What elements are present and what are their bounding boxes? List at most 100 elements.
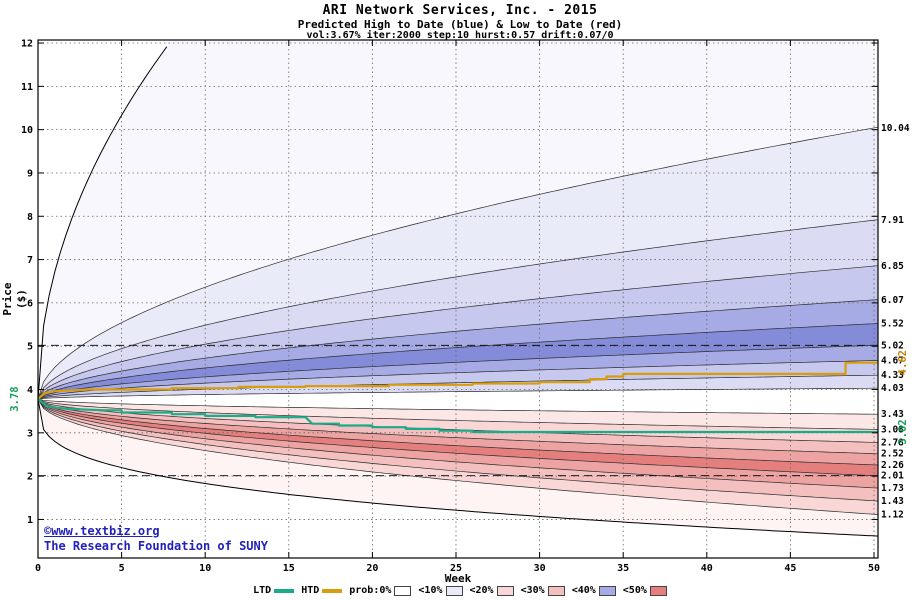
band-boundary-lines — [37, 46, 879, 537]
band-value-label: 6.07 — [881, 295, 904, 306]
probability-band — [38, 323, 878, 399]
band-value-label: 6.85 — [881, 261, 904, 272]
band-boundary — [37, 398, 879, 455]
x-tick-label: 10 — [199, 563, 211, 574]
probability-band — [38, 399, 878, 537]
band-boundary — [37, 398, 879, 466]
band-boundary — [37, 360, 879, 400]
band-boundary — [37, 374, 879, 400]
x-tick-label: 40 — [701, 563, 713, 574]
band-boundary — [37, 299, 879, 400]
legend-label: <40% — [571, 585, 596, 596]
plot-border — [37, 39, 879, 559]
y-tick-label: 8 — [27, 212, 33, 223]
legend-swatch — [445, 585, 463, 596]
band-value-label: 1.43 — [881, 496, 904, 507]
y-tick-label: 11 — [21, 82, 33, 93]
band-value-label: 4.67 — [881, 356, 904, 367]
band-boundary — [37, 219, 879, 400]
band-boundary — [37, 387, 878, 400]
band-value-label: 4.03 — [881, 383, 904, 394]
legend-swatch — [274, 588, 295, 593]
probability-band — [38, 265, 878, 399]
legend-label: <50% — [622, 585, 647, 596]
legend-label: <10% — [418, 585, 443, 596]
probability-band — [38, 399, 878, 476]
x-tick-label: 15 — [283, 563, 295, 574]
y-tick-label: 6 — [27, 298, 33, 309]
y-tick-label: 2 — [27, 472, 33, 483]
probability-band — [38, 375, 878, 399]
band-boundary — [37, 126, 879, 400]
x-tick-label: 45 — [784, 563, 796, 574]
band-boundary — [37, 344, 879, 400]
legend-label: <20% — [469, 585, 494, 596]
x-tick-label: 50 — [868, 563, 880, 574]
legend-label: LTD — [253, 585, 272, 596]
legend-swatch — [496, 585, 514, 596]
band-value-label: 4.33 — [881, 370, 904, 381]
legend-item-htd: HTD — [301, 585, 343, 596]
htd-final-marker: 4.62 — [897, 350, 909, 375]
band-boundary — [37, 398, 879, 489]
watermark-org: The Research Foundation of SUNY — [44, 539, 268, 553]
x-tick-label: 35 — [617, 563, 629, 574]
watermark-link[interactable]: ©www.textbiz.org — [44, 524, 160, 538]
y-tick-label: 5 — [27, 342, 33, 353]
legend-label: HTD — [301, 585, 320, 596]
y-tick-label: 9 — [27, 168, 33, 179]
probability-band — [38, 360, 878, 399]
band-boundary — [37, 398, 879, 477]
band-boundary — [37, 398, 879, 430]
band-boundary — [37, 398, 879, 515]
ltd-line — [37, 398, 878, 434]
probability-band — [38, 299, 878, 399]
x-tick-label: 25 — [450, 563, 462, 574]
probability-band — [38, 399, 878, 515]
band-boundary — [37, 398, 878, 415]
x-tick-label: 30 — [534, 563, 546, 574]
probability-band — [38, 399, 878, 502]
band-value-label: 5.02 — [881, 340, 904, 351]
legend-item-ltd: LTD — [253, 585, 295, 596]
probability-band — [38, 399, 878, 454]
band-boundary — [37, 398, 879, 502]
y-tick-label: 12 — [21, 39, 33, 50]
band-boundary — [37, 323, 879, 400]
legend-item--40-: <40% — [572, 585, 616, 596]
x-tick-label: 5 — [119, 563, 125, 574]
probability-band — [38, 127, 878, 399]
legend-item--20-: <20% — [470, 585, 514, 596]
right-edge-value-labels: 10.04 7.91 6.85 6.07 5.52 5.02 4.67 4.33 4.03 3.4… — [9, 123, 910, 520]
chart-title: ARI Network Services, Inc. - 2015 — [322, 3, 598, 18]
band-value-label: 1.12 — [881, 509, 904, 520]
band-value-label: 5.52 — [881, 319, 904, 330]
band-value-label: 2.52 — [881, 449, 904, 460]
legend-swatch — [649, 585, 667, 596]
band-value-label: 3.08 — [881, 424, 904, 435]
legend-swatch — [547, 585, 565, 596]
watermark: ©www.textbiz.org The Research Foundation… — [44, 524, 268, 554]
legend-item--10-: <10% — [418, 585, 463, 596]
legend-swatch — [322, 588, 343, 593]
legend-swatch — [394, 585, 412, 596]
start-price-marker: 3.78 — [9, 386, 21, 411]
band-value-label: 2.78 — [881, 437, 904, 448]
y-tick-label: 10 — [21, 125, 33, 136]
htd-line — [37, 361, 878, 400]
plot-frame — [37, 39, 879, 559]
min-envelope-line — [37, 398, 879, 537]
x-tick-label: 0 — [35, 563, 41, 574]
max-envelope-line — [37, 46, 168, 400]
probability-band — [38, 219, 878, 399]
y-tick-label: 3 — [27, 428, 33, 439]
legend-item-prob-0-: prob:0% — [349, 585, 412, 596]
probability-band — [38, 399, 878, 430]
chart-subtitle: Predicted High to Date (blue) & Low to D… — [297, 18, 623, 31]
band-value-label: 3.43 — [881, 409, 904, 420]
chart-legend: LTD HTD prob:0% <10% <20% <30% <40% <50% — [0, 585, 920, 596]
band-value-label: 2.01 — [881, 471, 904, 482]
